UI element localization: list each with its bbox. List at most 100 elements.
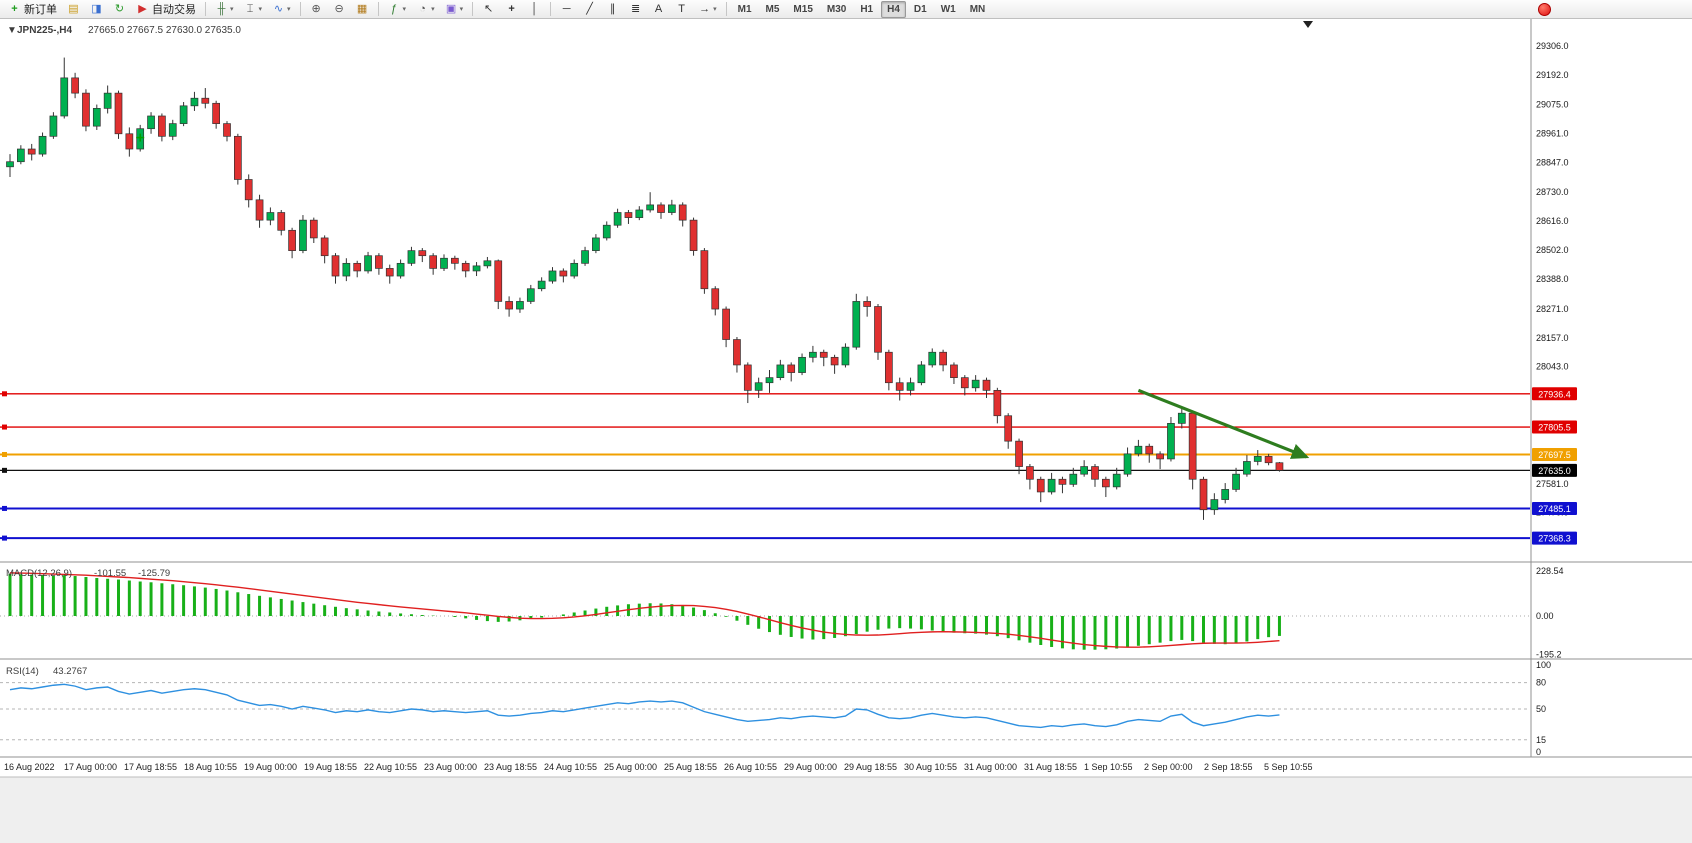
axis-time-label[interactable]: 25 Aug 00:00 bbox=[604, 762, 657, 772]
templates-button[interactable]: ▣ ▾ bbox=[441, 0, 468, 18]
axis-time-label[interactable]: 1 Sep 10:55 bbox=[1084, 762, 1133, 772]
price-badge bbox=[1532, 387, 1577, 401]
price-badge bbox=[1532, 447, 1577, 461]
candle-down bbox=[223, 123, 231, 137]
axis-time-label[interactable]: 26 Aug 10:55 bbox=[724, 762, 777, 772]
candle-down bbox=[1036, 478, 1045, 493]
line-handle[interactable] bbox=[2, 424, 7, 430]
axis-time-label[interactable]: 29 Aug 18:55 bbox=[844, 762, 897, 772]
candle-up bbox=[613, 212, 622, 226]
axis-time-label[interactable]: 22 Aug 10:55 bbox=[364, 762, 417, 772]
axis-time-label[interactable]: 18 Aug 10:55 bbox=[184, 762, 237, 772]
periods-button[interactable]: ◔ ▾ bbox=[412, 0, 439, 18]
dropdown-arrow-icon[interactable]: ▾ bbox=[258, 6, 263, 13]
candle-up bbox=[472, 265, 481, 272]
axis-time-label[interactable]: 29 Aug 00:00 bbox=[784, 762, 837, 772]
rsi-line bbox=[9, 683, 1280, 729]
axis-time-label[interactable]: 16 Aug 2022 bbox=[4, 762, 55, 772]
line-handle[interactable] bbox=[2, 467, 7, 473]
text-button[interactable]: A bbox=[648, 0, 669, 18]
timeframe-m5[interactable]: M5 bbox=[765, 3, 780, 15]
candle-up bbox=[92, 108, 101, 127]
axis-time-label[interactable]: 17 Aug 18:55 bbox=[124, 762, 177, 772]
indicators-button[interactable]: ƒ ▾ bbox=[384, 0, 411, 18]
chart-shift-marker[interactable] bbox=[1303, 21, 1313, 28]
chart-dropdown-icon[interactable]: ▼ bbox=[7, 25, 17, 36]
axis-time-label[interactable]: 2 Sep 00:00 bbox=[1144, 762, 1193, 772]
axis-time-label[interactable]: 2 Sep 18:55 bbox=[1204, 762, 1253, 772]
timeframe-w1[interactable]: W1 bbox=[940, 3, 956, 15]
candle-down bbox=[429, 255, 437, 269]
axis-price-label: 29192.0 bbox=[1536, 70, 1569, 80]
axis-time-label[interactable]: 19 Aug 00:00 bbox=[244, 762, 297, 772]
axis-time-label[interactable]: 31 Aug 00:00 bbox=[964, 762, 1017, 772]
horizontal-line-button[interactable]: ─ bbox=[556, 0, 577, 18]
axis-time-label[interactable]: 30 Aug 10:55 bbox=[904, 762, 957, 772]
autotrading-button[interactable]: ▶ 自动交易 bbox=[132, 0, 200, 18]
axis-time-label[interactable]: 23 Aug 00:00 bbox=[424, 762, 477, 772]
rsi-scale-label: 0 bbox=[1536, 747, 1541, 757]
candle-down bbox=[895, 382, 904, 391]
timeframe-m30[interactable]: M30 bbox=[826, 3, 847, 15]
axis-time-label[interactable]: 23 Aug 18:55 bbox=[484, 762, 537, 772]
vertical-line-button[interactable]: │ bbox=[524, 0, 545, 18]
timeframe-m1[interactable]: M1 bbox=[737, 3, 752, 15]
price-badge bbox=[1532, 501, 1577, 515]
axis-time-label[interactable]: 17 Aug 00:00 bbox=[64, 762, 117, 772]
axis-time-label[interactable]: 31 Aug 18:55 bbox=[1024, 762, 1077, 772]
new-order-button[interactable]: + 新订单 bbox=[4, 0, 61, 18]
vertical-line-icon: │ bbox=[531, 3, 539, 15]
text-label-button[interactable]: T bbox=[671, 0, 692, 18]
axis-time-label[interactable]: 5 Sep 10:55 bbox=[1264, 762, 1313, 772]
dropdown-arrow-icon[interactable]: ▾ bbox=[431, 6, 435, 13]
timeframe-h4[interactable]: H4 bbox=[881, 0, 906, 18]
chart-symbol-label: JPN225-,H4 bbox=[17, 25, 72, 36]
line-handle[interactable] bbox=[2, 391, 7, 397]
market-watch-button[interactable]: ◨ bbox=[86, 0, 107, 18]
timeframe-m15[interactable]: M15 bbox=[793, 3, 813, 15]
channel-button[interactable]: ∥ bbox=[602, 0, 623, 18]
candle-down bbox=[1156, 453, 1164, 460]
zoom-in-button[interactable]: ⊕ bbox=[306, 0, 327, 18]
candle-up bbox=[342, 262, 351, 277]
axis-time-label[interactable]: 25 Aug 18:55 bbox=[664, 762, 717, 772]
timeframe-h1[interactable]: H1 bbox=[860, 3, 874, 15]
axis-price-label: 28961.0 bbox=[1536, 129, 1569, 139]
dropdown-arrow-icon[interactable]: ▾ bbox=[230, 6, 234, 13]
candle-up bbox=[526, 288, 535, 302]
line-handle[interactable] bbox=[2, 535, 7, 541]
dropdown-arrow-icon[interactable]: ▾ bbox=[713, 6, 717, 13]
fibonacci-button[interactable]: ≣ bbox=[625, 0, 646, 18]
candle-up bbox=[646, 204, 655, 211]
candle-down bbox=[863, 301, 872, 307]
trendline-button[interactable]: ╱ bbox=[579, 0, 600, 18]
zoom-out-button[interactable]: ⊖ bbox=[329, 0, 350, 18]
navigator-button[interactable]: ↻ bbox=[109, 0, 130, 18]
toolbar-separator bbox=[205, 2, 206, 16]
arrows-button[interactable]: → ▾ bbox=[694, 0, 721, 18]
timeframe-d1[interactable]: D1 bbox=[913, 3, 927, 15]
bar-chart-button[interactable]: ╫ ▾ bbox=[211, 0, 238, 18]
dropdown-arrow-icon[interactable]: ▾ bbox=[287, 6, 291, 13]
candle-up bbox=[17, 148, 25, 163]
dropdown-arrow-icon[interactable]: ▾ bbox=[402, 6, 407, 13]
candle-up bbox=[809, 351, 817, 358]
candlestick-chart-button[interactable]: ⌶ ▾ bbox=[240, 0, 267, 18]
dropdown-arrow-icon[interactable]: ▾ bbox=[459, 6, 464, 13]
crosshair-button[interactable]: + bbox=[501, 0, 522, 18]
tile-windows-button[interactable]: ▦ bbox=[352, 0, 373, 18]
line-chart-button[interactable]: ∿ ▾ bbox=[268, 0, 295, 18]
notification-icon[interactable] bbox=[1538, 2, 1551, 16]
line-handle[interactable] bbox=[2, 451, 7, 457]
cursor-button[interactable]: ↖ bbox=[478, 0, 499, 18]
line-handle[interactable] bbox=[2, 505, 7, 511]
candle-up bbox=[168, 123, 177, 137]
axis-time-label[interactable]: 24 Aug 10:55 bbox=[544, 762, 597, 772]
axis-time-label[interactable]: 19 Aug 18:55 bbox=[304, 762, 357, 772]
candle-up bbox=[852, 301, 861, 348]
metaeditor-button[interactable]: ▤ bbox=[63, 0, 84, 18]
timeframe-mn[interactable]: MN bbox=[969, 3, 986, 15]
trend-arrow[interactable] bbox=[1137, 388, 1310, 459]
candle-up bbox=[765, 377, 774, 384]
